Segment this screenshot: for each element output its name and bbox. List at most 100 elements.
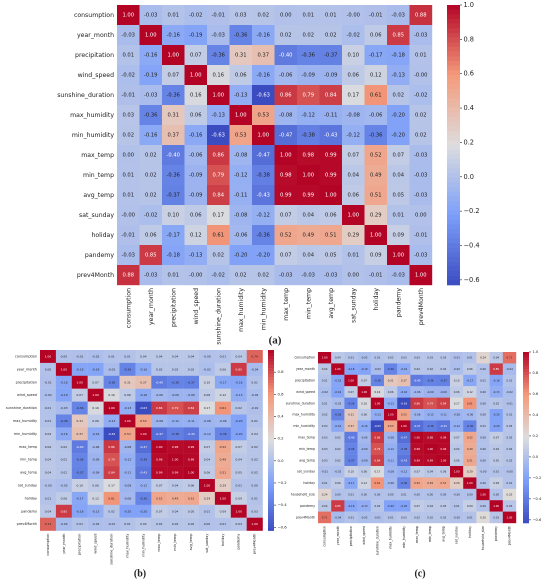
cell-label: 0.00	[480, 458, 486, 462]
heatmap-cell	[246, 427, 263, 441]
cell-label: -0.36	[167, 93, 180, 99]
heatmap-cell	[423, 374, 437, 387]
cell-label: 0.04	[45, 432, 52, 436]
heatmap-cell	[409, 245, 433, 266]
heatmap-cell	[103, 362, 120, 376]
column-label: pandemy	[494, 526, 498, 541]
column-label: max_temp	[415, 526, 419, 543]
column-label: consumption	[323, 526, 327, 547]
cell-label: -0.20	[392, 113, 405, 119]
cell-label: -0.01	[369, 273, 382, 279]
cell-label: -0.06	[387, 481, 394, 485]
cell-label: 0.16	[212, 73, 224, 79]
heatmap-cell	[450, 431, 464, 444]
cell-label: -0.03	[414, 153, 427, 159]
cell-label: 0.01	[45, 419, 52, 423]
colorbar-segment	[268, 413, 274, 417]
cell-label: 0.01	[251, 380, 258, 384]
heatmap-cell	[319, 265, 343, 286]
cell-label: 0.04	[322, 367, 328, 371]
cell-label: -0.63	[140, 406, 148, 410]
cell-label: 0.84	[212, 193, 224, 199]
heatmap-cell	[252, 85, 275, 106]
heatmap-cell	[71, 350, 88, 364]
column-label: wind_speed	[362, 526, 366, 545]
heatmap-cell	[410, 386, 424, 398]
cell-label: -0.08	[124, 445, 132, 449]
heatmap-cell	[344, 443, 358, 455]
cell-label: 0.29	[370, 213, 382, 219]
cell-label: -0.01	[212, 13, 225, 19]
heatmap-cell	[55, 388, 72, 402]
heatmap-cell	[230, 362, 247, 376]
heatmap-cell	[167, 375, 184, 389]
cell-label: 0.06	[61, 496, 68, 500]
heatmap-cell	[387, 225, 410, 246]
colorbar-tick-label: 0.0	[533, 455, 539, 459]
cell-label: -0.02	[334, 470, 341, 474]
heatmap-cell	[71, 479, 88, 493]
heatmap-cell	[207, 45, 230, 66]
column-label: avg_temp	[441, 526, 445, 542]
row-label: max_temp	[81, 152, 114, 159]
cell-label: -0.03	[392, 13, 405, 19]
cell-label: 0.04	[236, 458, 243, 462]
heatmap-cell	[463, 374, 477, 387]
cell-label: -0.17	[76, 496, 84, 500]
colorbar-segment	[268, 353, 274, 357]
cell-label: 0.99	[302, 193, 314, 199]
colorbar-segment	[447, 14, 460, 20]
colorbar-segment	[523, 409, 529, 413]
colorbar-segment	[523, 446, 529, 450]
cell-label: 0.03	[322, 424, 328, 428]
cell-label: 0.00	[480, 436, 486, 440]
cell-label: 0.17	[347, 93, 359, 99]
colorbar-segment	[447, 187, 460, 192]
heatmap-cell	[297, 245, 320, 266]
cell-label: 0.85	[145, 253, 157, 259]
heatmap-cell	[364, 25, 388, 46]
heatmap-cell	[489, 420, 503, 432]
row-label: precipitation	[75, 52, 114, 59]
column-label: holiday	[468, 526, 472, 538]
heatmap-cell	[344, 352, 358, 364]
cell-label: -0.43	[324, 133, 337, 139]
heatmap-cell	[357, 443, 371, 455]
column-label: year_month	[336, 526, 340, 545]
cell-label: 0.49	[467, 447, 473, 451]
cell-label: 1.00	[77, 380, 84, 384]
cell-label: 0.04	[302, 253, 314, 259]
heatmap-cell	[342, 25, 365, 46]
column-label: avg_temp	[328, 288, 335, 319]
cell-label: 0.01	[507, 413, 513, 417]
cell-label: -0.01	[76, 354, 84, 358]
heatmap-cell	[71, 517, 88, 531]
heatmap-cell	[319, 185, 343, 206]
cell-label: -0.12	[453, 424, 460, 428]
column-label: prev4Month	[507, 526, 511, 545]
heatmap-cell	[199, 504, 216, 518]
cell-label: 0.31	[348, 413, 354, 417]
heatmap-cell	[502, 420, 517, 432]
colorbar-segment	[447, 177, 460, 183]
cell-label: 0.98	[302, 153, 314, 159]
colorbar-segment	[447, 75, 460, 80]
colorbar-segment	[447, 182, 460, 188]
cell-label: -0.06	[279, 73, 292, 79]
cell-label: 0.01	[467, 356, 473, 360]
heatmap-cell	[103, 427, 120, 441]
heatmap-cell	[318, 352, 332, 364]
cell-label: 0.09	[370, 253, 382, 259]
cell-label: 0.07	[361, 379, 367, 383]
heatmap-cell	[502, 363, 517, 375]
cell-label: -0.36	[387, 367, 394, 371]
heatmap-cell	[342, 65, 365, 86]
heatmap-cell	[342, 225, 365, 246]
row-label: sunshine_duration	[57, 92, 114, 99]
heatmap-cell	[162, 145, 185, 166]
cell-label: -0.36	[302, 53, 315, 59]
heatmap-cell	[410, 352, 424, 364]
colorbar-segment	[447, 266, 460, 272]
cell-label: -0.12	[347, 133, 360, 139]
colorbar-segment	[268, 518, 274, 522]
